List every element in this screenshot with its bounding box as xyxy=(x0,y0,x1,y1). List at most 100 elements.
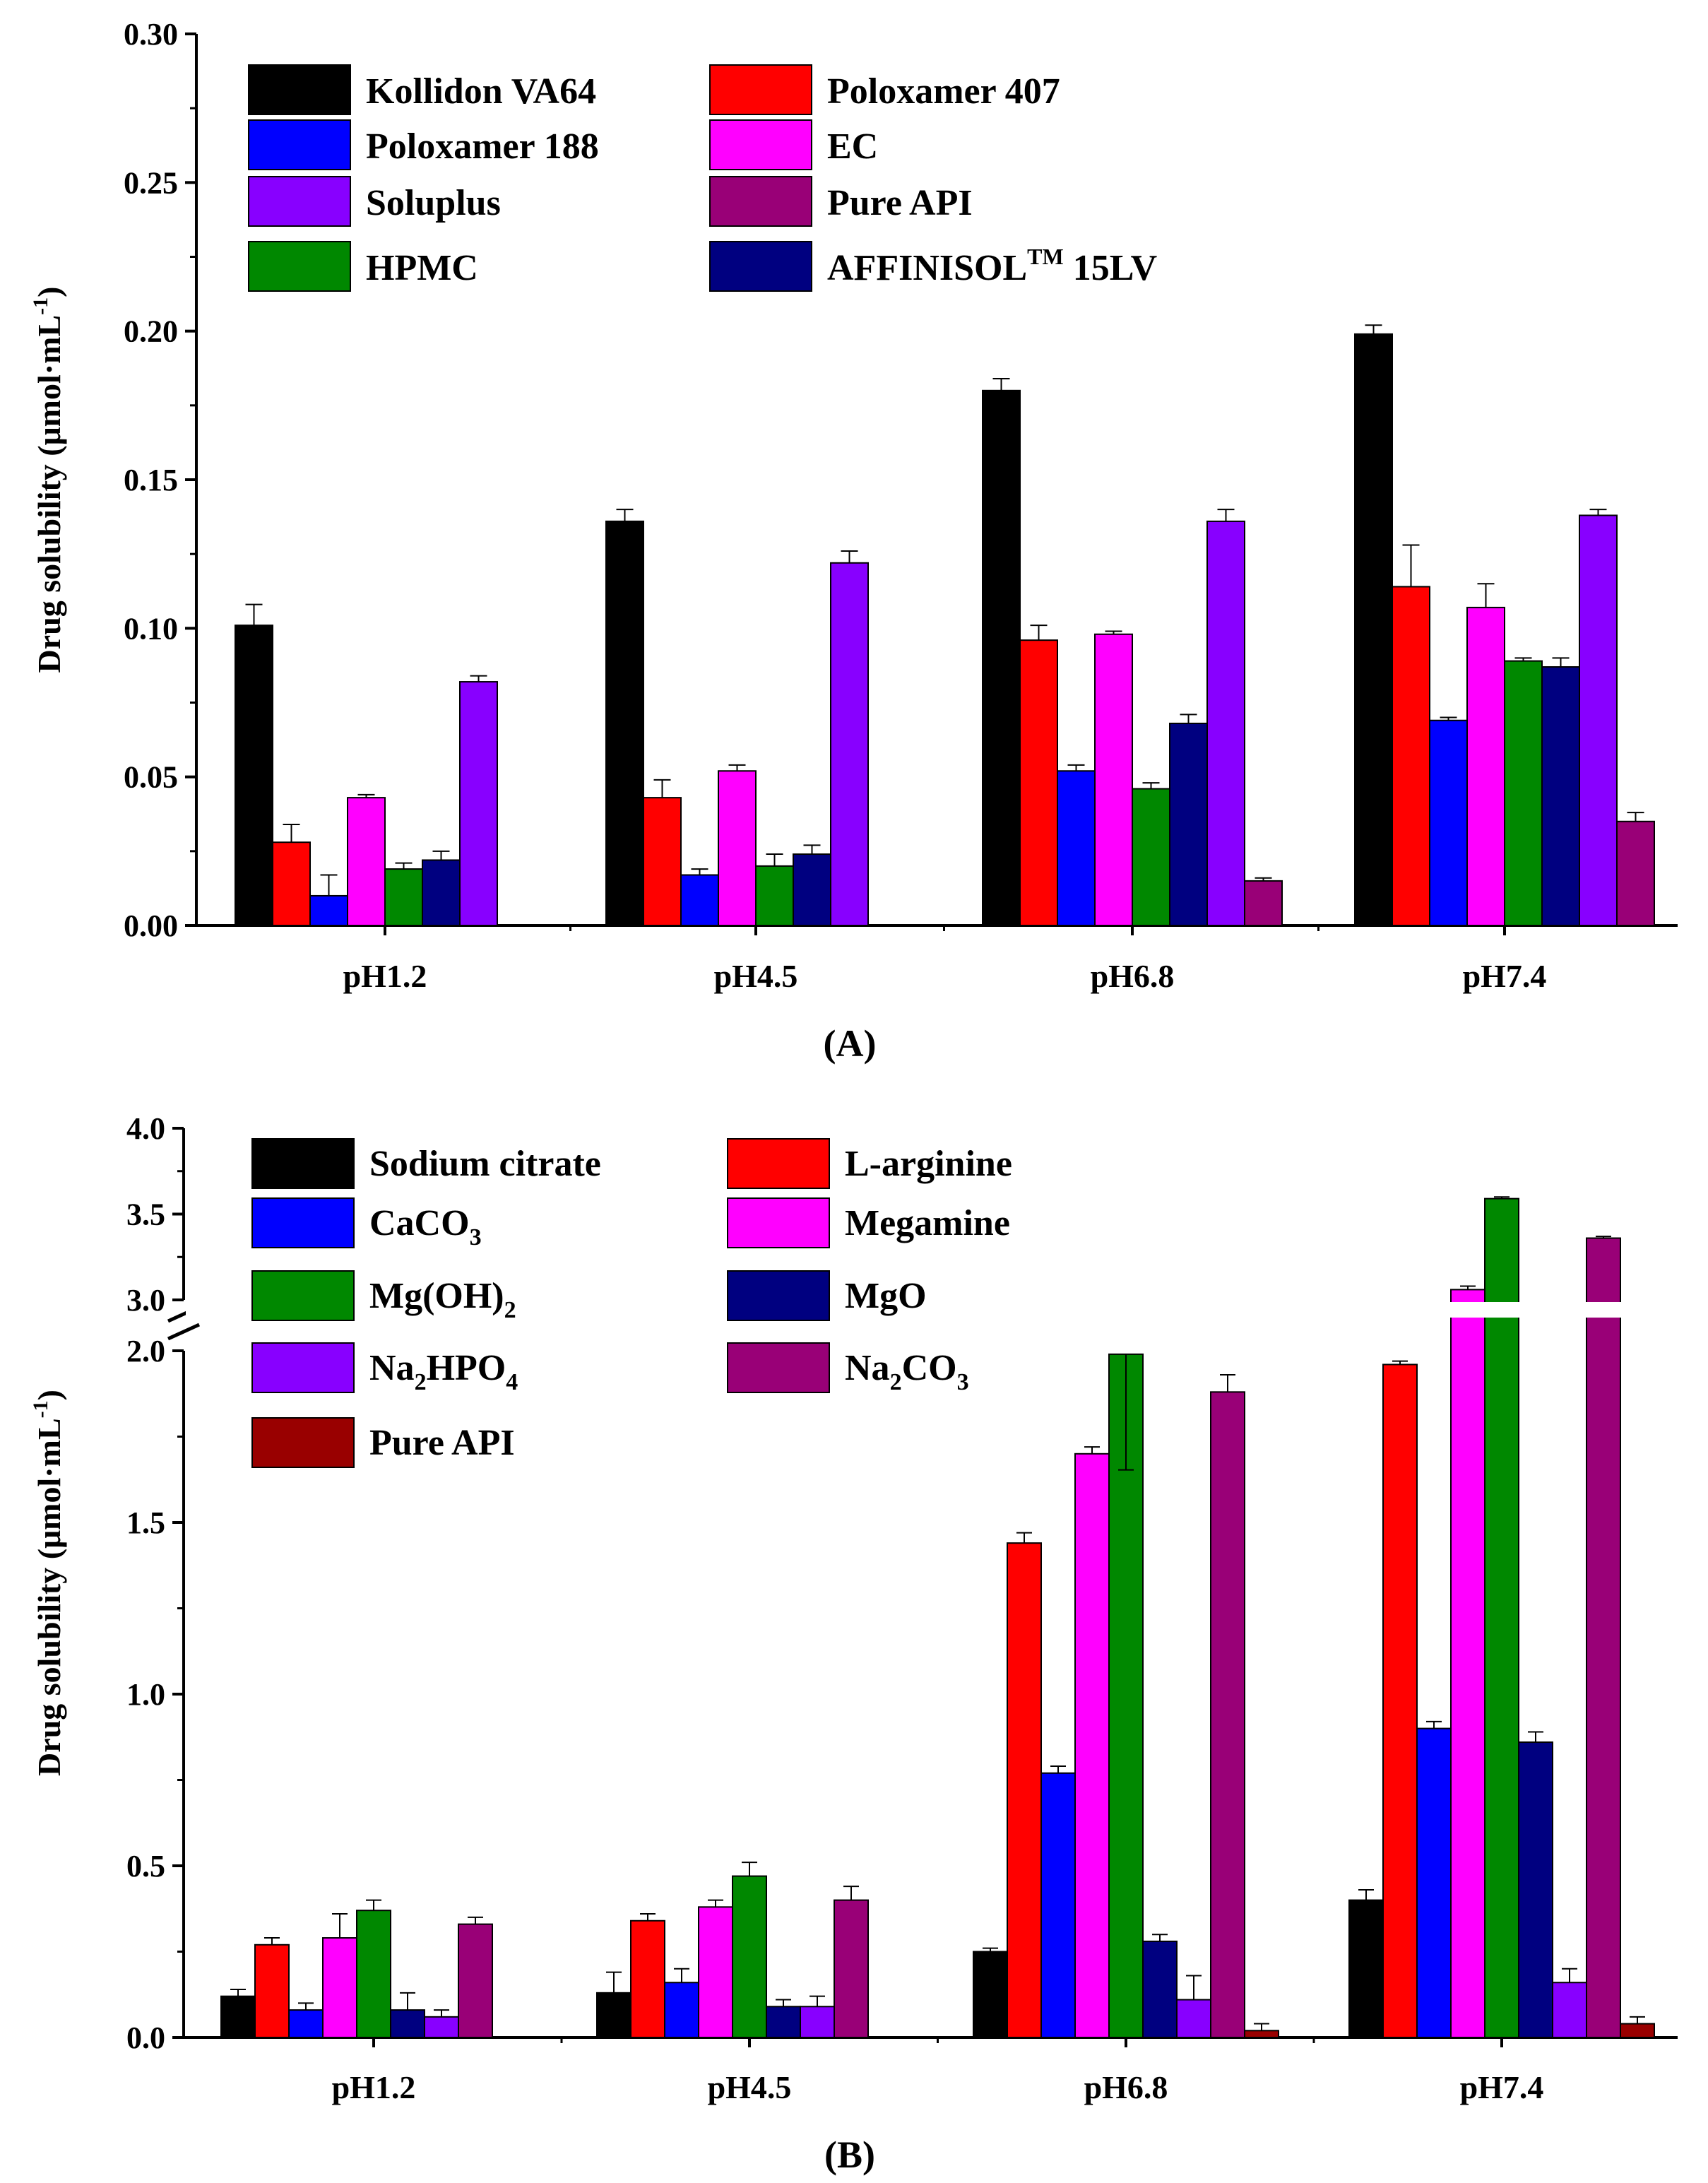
legend-swatch xyxy=(251,1417,355,1468)
bar xyxy=(1176,1999,1211,2039)
panel-label-a: (A) xyxy=(824,1022,877,1065)
bar xyxy=(1484,1197,1519,2038)
legend-label: Mg(OH)2 xyxy=(369,1276,516,1323)
legend-label: Na2HPO4 xyxy=(369,1348,518,1395)
bar xyxy=(1466,606,1505,926)
legend-swatch xyxy=(248,241,351,292)
legend-swatch xyxy=(727,1342,830,1393)
bar xyxy=(288,2009,324,2039)
legend-label: MgO xyxy=(845,1276,927,1316)
y-axis-title: Drug solubility (μmol·mL-1) xyxy=(29,287,67,673)
bar xyxy=(766,2006,801,2039)
legend: Sodium citrate L-arginine CaCO3 Megamine Mg(… xyxy=(251,1138,1012,1468)
y-tick-label: 0.15 xyxy=(124,463,178,497)
legend-label: Pure API xyxy=(369,1423,515,1463)
bar xyxy=(1504,660,1543,927)
bar xyxy=(1142,1940,1178,2038)
bar xyxy=(1348,1899,1384,2039)
panel-label-b: (B) xyxy=(824,2134,875,2176)
y-tick-label: 1.0 xyxy=(126,1677,165,1712)
y-tick-label: 0.20 xyxy=(124,314,178,349)
bar xyxy=(1616,820,1655,927)
legend-label: Sodium citrate xyxy=(369,1144,601,1184)
legend-label: Pure API xyxy=(827,183,973,223)
legend-swatch xyxy=(251,1342,355,1393)
bar xyxy=(1094,633,1133,926)
y-tick-label: 4.0 xyxy=(126,1111,165,1146)
bar xyxy=(424,2016,459,2039)
y-tick-label: 1.5 xyxy=(126,1505,165,1540)
y-axis-title: Drug solubility (μmol·mL-1) xyxy=(29,1390,67,1776)
bar xyxy=(1382,1363,1418,2038)
bar xyxy=(800,2006,835,2039)
legend-swatch xyxy=(727,1197,830,1248)
y-tick-label: 3.0 xyxy=(126,1283,165,1318)
legend-label: Megamine xyxy=(845,1203,1010,1243)
bar xyxy=(1620,2023,1655,2039)
legend-swatch xyxy=(248,64,351,115)
legend-swatch xyxy=(727,1270,830,1321)
bar xyxy=(1518,1741,1553,2039)
bar xyxy=(272,841,311,927)
bar xyxy=(1450,1289,1485,2038)
bar xyxy=(347,797,386,926)
bar xyxy=(422,859,461,927)
bar xyxy=(459,681,498,926)
x-tick-label: pH4.5 xyxy=(714,958,798,994)
bar xyxy=(1586,1237,1621,2038)
legend-swatch xyxy=(709,176,812,227)
bar xyxy=(680,874,719,927)
bar xyxy=(596,1992,631,2039)
bar xyxy=(384,868,423,927)
bar xyxy=(1206,520,1245,926)
legend-label: AFFINISOLTM 15LV xyxy=(827,244,1157,288)
bar xyxy=(1019,639,1058,926)
bar xyxy=(254,1944,290,2039)
legend-swatch xyxy=(709,119,812,170)
bar xyxy=(1132,788,1170,926)
bar xyxy=(605,520,644,926)
bar xyxy=(1074,1453,1110,2039)
bar xyxy=(1392,586,1430,926)
bar xyxy=(630,1919,665,2039)
bar xyxy=(664,1982,699,2038)
x-tick-label: pH6.8 xyxy=(1084,2069,1168,2105)
bar xyxy=(755,865,794,927)
axis-break-band xyxy=(186,1302,1680,1318)
x-tick-label: pH1.2 xyxy=(343,958,427,994)
bar xyxy=(356,1910,391,2038)
bar xyxy=(309,894,348,927)
legend-swatch xyxy=(248,119,351,170)
legend-label: Soluplus xyxy=(366,183,501,223)
legend-swatch xyxy=(709,241,812,292)
bar xyxy=(1552,1982,1587,2038)
bar xyxy=(322,1937,357,2039)
bar xyxy=(793,853,831,927)
bar xyxy=(698,1906,733,2039)
x-tick-label: pH7.4 xyxy=(1463,958,1547,994)
bar xyxy=(458,1923,493,2039)
bar xyxy=(830,562,869,926)
legend-label: Na2CO3 xyxy=(845,1348,969,1395)
bar xyxy=(1354,333,1393,926)
legend: Kollidon VA64 Poloxamer 407 Poloxamer 188 E… xyxy=(248,64,1157,292)
legend-label: HPMC xyxy=(366,248,478,288)
legend-swatch xyxy=(248,176,351,227)
bar xyxy=(220,1995,256,2038)
bar xyxy=(1429,719,1468,926)
bar xyxy=(235,625,273,926)
bar xyxy=(1040,1772,1076,2039)
axis-break-mark xyxy=(167,1323,201,1341)
legend-label: EC xyxy=(827,126,878,167)
bar xyxy=(1541,666,1580,927)
legend-swatch xyxy=(251,1138,355,1189)
y-tick-label: 0.00 xyxy=(124,909,178,943)
y-tick-label: 0.05 xyxy=(124,760,178,795)
y-tick-label: 0.25 xyxy=(124,165,178,200)
bar xyxy=(1244,880,1283,927)
bar xyxy=(643,797,682,926)
legend-swatch xyxy=(727,1138,830,1189)
legend-label: Poloxamer 407 xyxy=(827,71,1060,112)
bar xyxy=(1169,722,1208,926)
